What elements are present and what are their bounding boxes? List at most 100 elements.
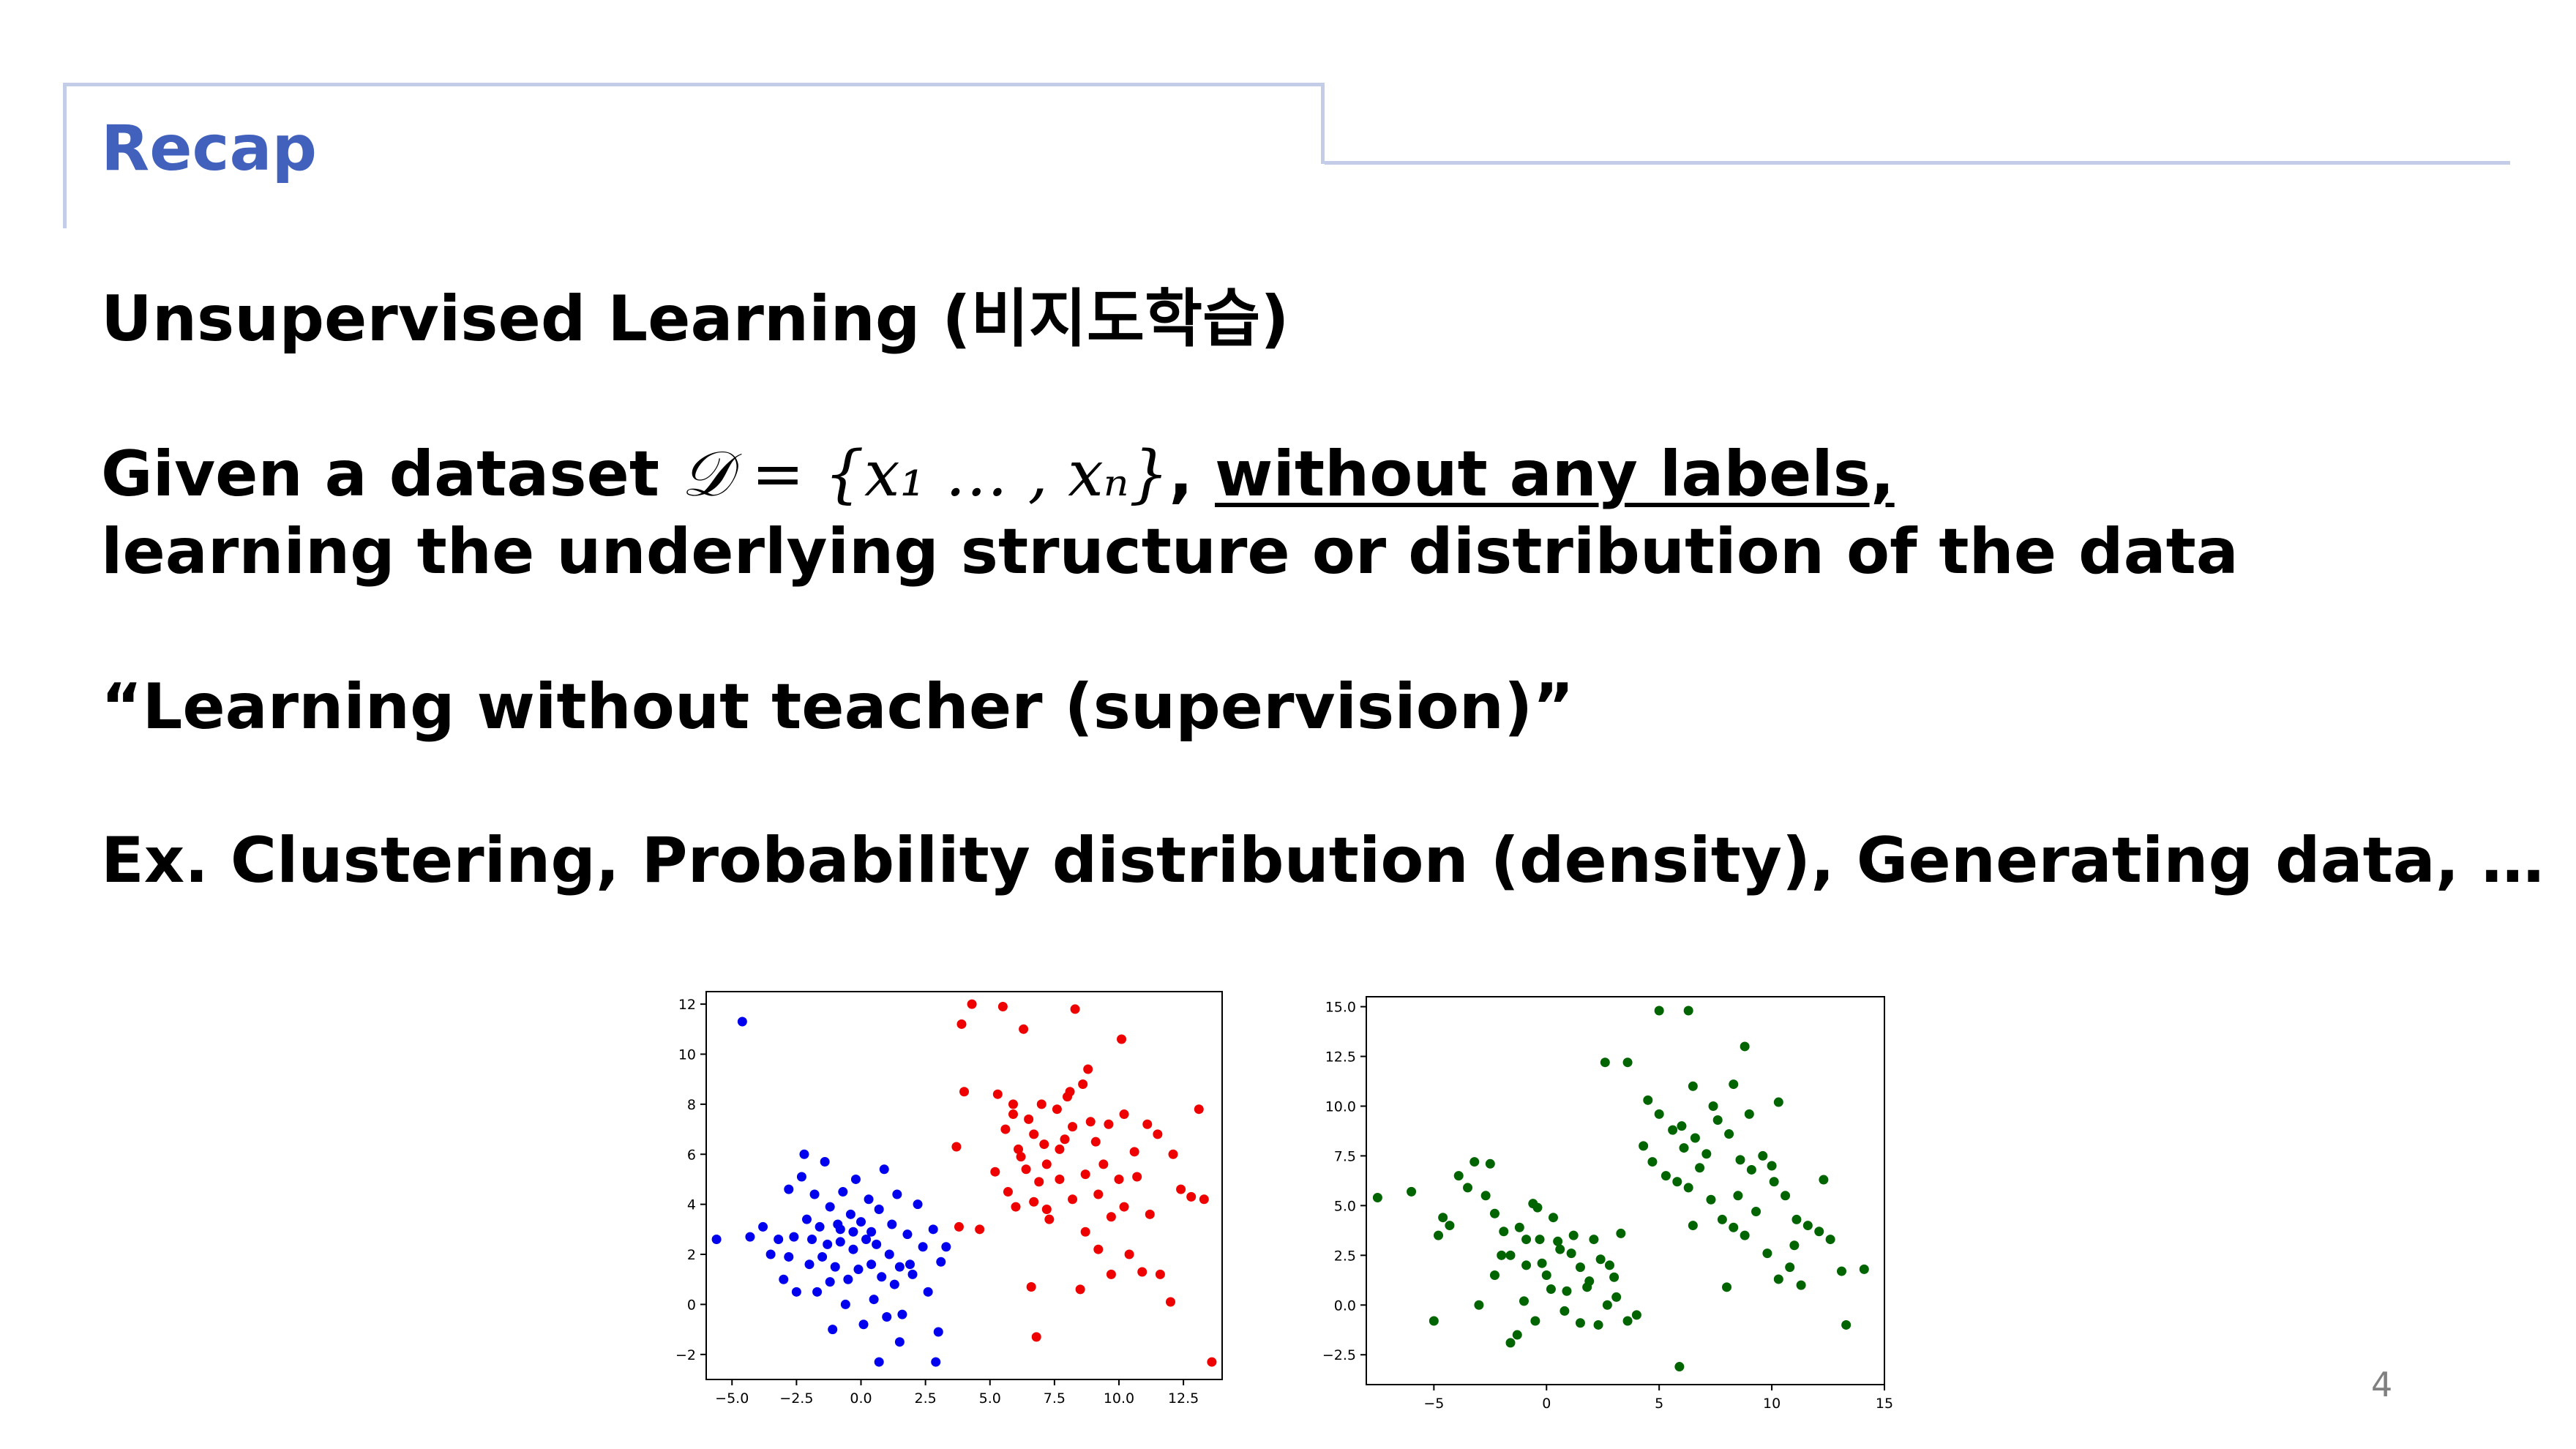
- data-point: [1600, 1057, 1610, 1068]
- data-point: [1132, 1172, 1142, 1182]
- data-point: [1055, 1174, 1065, 1184]
- y-tick-label: 7.5: [1334, 1148, 1356, 1164]
- data-point: [1016, 1152, 1026, 1162]
- data-point: [1746, 1164, 1756, 1175]
- data-point: [1474, 1300, 1484, 1310]
- data-point: [861, 1235, 872, 1245]
- data-point: [1802, 1221, 1813, 1231]
- data-point: [745, 1232, 755, 1242]
- data-point: [1093, 1244, 1104, 1254]
- data-point: [1584, 1276, 1595, 1287]
- data-point: [1724, 1129, 1734, 1139]
- data-point: [1036, 1099, 1046, 1109]
- data-point: [1679, 1143, 1689, 1153]
- data-point: [1616, 1228, 1626, 1238]
- y-tick-label: 15.0: [1325, 1000, 1356, 1016]
- data-point: [1407, 1186, 1417, 1197]
- data-point: [1489, 1208, 1499, 1218]
- data-point: [1555, 1244, 1565, 1254]
- data-point: [737, 1016, 747, 1027]
- data-point: [933, 1327, 943, 1337]
- data-point: [928, 1224, 938, 1235]
- y-tick-label: 2: [687, 1247, 696, 1263]
- data-point: [1060, 1134, 1070, 1145]
- x-tick-label: 5: [1655, 1396, 1663, 1412]
- y-tick-label: 0: [687, 1297, 696, 1313]
- definition-comma: ,: [1169, 438, 1216, 511]
- data-point: [1186, 1191, 1197, 1202]
- data-point: [1668, 1125, 1678, 1135]
- data-point: [1078, 1079, 1088, 1090]
- x-tick-label: 0.0: [850, 1390, 872, 1407]
- x-tick-label: 10: [1763, 1396, 1781, 1412]
- data-point: [897, 1309, 907, 1319]
- data-point: [1568, 1230, 1579, 1240]
- data-point: [1706, 1194, 1716, 1205]
- x-tick-label: 2.5: [915, 1390, 937, 1407]
- data-point: [1008, 1109, 1018, 1120]
- x-tick-label: 5.0: [979, 1390, 1001, 1407]
- data-point: [894, 1262, 905, 1272]
- data-point: [872, 1239, 882, 1249]
- data-point: [866, 1259, 877, 1270]
- data-point: [830, 1262, 840, 1272]
- y-tick-label: 5.0: [1334, 1198, 1356, 1214]
- data-point: [1024, 1114, 1034, 1124]
- data-point: [1034, 1177, 1044, 1187]
- data-point: [845, 1209, 855, 1219]
- data-point: [905, 1259, 915, 1270]
- data-point: [1796, 1280, 1806, 1290]
- data-point: [1722, 1282, 1732, 1292]
- data-point: [1080, 1169, 1090, 1180]
- data-point: [1654, 1109, 1664, 1119]
- y-tick-label: 2.5: [1334, 1248, 1356, 1264]
- y-tick-label: 6: [687, 1147, 696, 1163]
- data-point: [1733, 1191, 1743, 1201]
- data-point: [1106, 1212, 1116, 1222]
- data-point: [1785, 1262, 1795, 1273]
- data-point: [835, 1237, 845, 1247]
- data-point: [913, 1199, 923, 1210]
- data-point: [823, 1239, 833, 1249]
- data-point: [1142, 1119, 1153, 1129]
- data-point: [941, 1242, 951, 1252]
- slide-title: Recap: [101, 112, 318, 185]
- data-point: [1781, 1191, 1791, 1201]
- data-point: [820, 1157, 830, 1167]
- data-point: [1106, 1269, 1116, 1279]
- data-point: [889, 1279, 899, 1289]
- data-point: [1647, 1157, 1658, 1167]
- data-point: [951, 1142, 962, 1152]
- data-point: [856, 1217, 866, 1227]
- data-point: [1535, 1235, 1545, 1245]
- data-point: [1773, 1274, 1783, 1284]
- data-point: [1014, 1144, 1024, 1154]
- data-point: [1622, 1316, 1633, 1326]
- data-point: [1372, 1193, 1382, 1203]
- data-point: [838, 1187, 848, 1197]
- x-tick-label: 7.5: [1044, 1390, 1066, 1407]
- data-point: [840, 1299, 850, 1309]
- data-point: [1514, 1222, 1524, 1232]
- data-point: [879, 1164, 889, 1175]
- data-point: [864, 1194, 874, 1205]
- data-point: [1505, 1250, 1516, 1260]
- data-point: [1609, 1272, 1620, 1282]
- data-point: [1769, 1177, 1779, 1187]
- data-point: [1701, 1149, 1712, 1159]
- data-point: [1003, 1187, 1013, 1197]
- data-point: [1575, 1262, 1585, 1273]
- data-point: [992, 1089, 1003, 1099]
- data-point: [1744, 1109, 1754, 1119]
- data-point: [1695, 1163, 1705, 1173]
- data-point: [858, 1319, 869, 1330]
- y-tick-label: −2.5: [1322, 1347, 1356, 1363]
- data-point: [1008, 1099, 1018, 1109]
- data-point: [1729, 1079, 1739, 1090]
- data-point: [1537, 1258, 1547, 1268]
- data-point: [828, 1325, 838, 1335]
- data-point: [1762, 1248, 1772, 1259]
- x-tick-label: 10.0: [1104, 1390, 1134, 1407]
- data-point: [791, 1287, 801, 1297]
- data-point: [1819, 1175, 1829, 1185]
